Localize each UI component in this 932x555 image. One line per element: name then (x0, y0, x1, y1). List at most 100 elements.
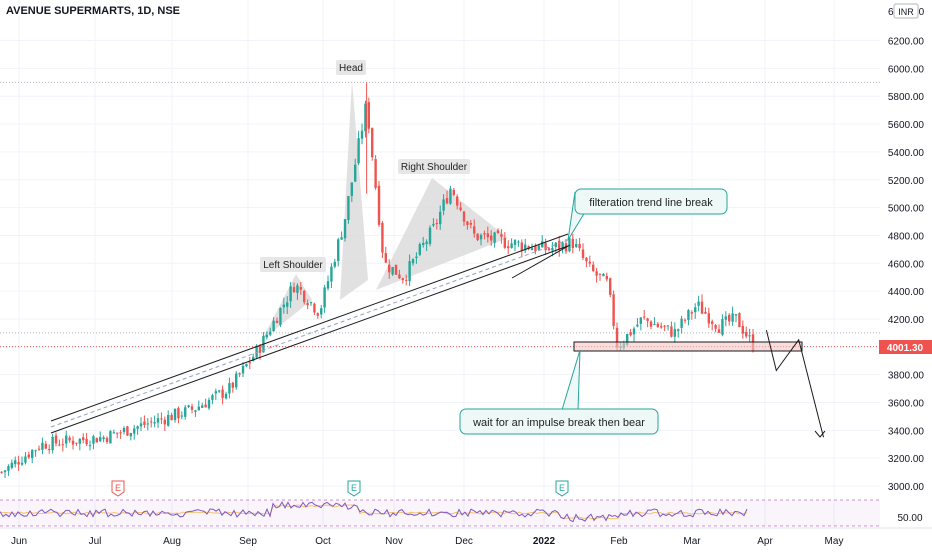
candle-body (143, 421, 146, 426)
candle-body (214, 391, 218, 394)
candle-body (462, 211, 466, 222)
candle-body (415, 256, 418, 259)
impulse-callout[interactable]: wait for an impulse break then bear (459, 349, 659, 435)
candle-body (238, 373, 241, 375)
candle-body (10, 462, 14, 468)
candle-body (184, 407, 187, 417)
candle-body (116, 432, 119, 434)
candle-body (374, 159, 377, 188)
candle-body (636, 324, 639, 327)
candle-body (547, 248, 551, 251)
candle-body (588, 261, 592, 264)
candle-body (194, 410, 197, 412)
candle-body (156, 418, 160, 423)
candle-body (133, 428, 136, 434)
candle-body (694, 307, 697, 313)
candle-body (309, 302, 313, 304)
candle-body (190, 406, 194, 410)
candle-body (377, 185, 381, 225)
candle-body (405, 279, 408, 281)
price-tick-label: 3800.00 (888, 371, 925, 382)
candle-body (201, 405, 204, 408)
earnings-marker-3[interactable]: E (555, 480, 569, 497)
candle-body (122, 427, 126, 433)
candle-body (303, 290, 306, 303)
candle-body (173, 408, 177, 421)
candle-body (326, 281, 330, 289)
candle-body (292, 287, 296, 293)
candle-body (544, 243, 547, 251)
svg-text:INR: INR (898, 7, 914, 17)
candle-body (109, 431, 112, 444)
candle-body (466, 221, 469, 226)
earnings-marker-1[interactable]: E (111, 480, 125, 497)
earnings-marker-2[interactable]: E (347, 480, 361, 497)
candle-body (282, 304, 286, 308)
candle-body (245, 364, 248, 367)
candle-body (37, 448, 41, 450)
candle-body (58, 444, 61, 446)
candle-body (445, 198, 449, 204)
candle-body (456, 196, 459, 206)
candle-body (452, 189, 456, 195)
time-tick-label: Dec (455, 536, 473, 547)
price-tick-label: 6200.00 (888, 37, 925, 48)
candle-body (347, 196, 350, 220)
head-label[interactable]: Head (336, 60, 366, 75)
right-shoulder-label[interactable]: Right Shoulder (398, 159, 470, 174)
candle-body (167, 414, 170, 426)
candle-body (687, 310, 690, 320)
candle-body (748, 335, 751, 337)
candle-body (656, 323, 660, 327)
candle-body (177, 408, 180, 419)
candle-body (653, 324, 656, 326)
candle-body (85, 438, 88, 445)
candle-body (61, 444, 65, 446)
candle-body (187, 405, 190, 408)
candle-body (517, 241, 520, 243)
trend-drawings[interactable] (50, 233, 826, 438)
price-tick-label: 4800.00 (888, 231, 925, 242)
time-tick-label: Feb (610, 536, 628, 547)
candle-body (632, 328, 636, 335)
candle-body (204, 404, 207, 408)
lower-trend-line (50, 245, 569, 434)
candle-body (394, 264, 398, 275)
candle-body (150, 421, 153, 423)
candle-body (92, 436, 95, 444)
candle-body (602, 273, 605, 277)
candle-body (272, 320, 275, 332)
candle-body (479, 234, 483, 240)
candle-body (639, 317, 643, 324)
svg-text:4001.30: 4001.30 (887, 343, 924, 354)
left-shoulder-label[interactable]: Left Shoulder (260, 257, 326, 272)
candle-body (82, 437, 85, 441)
time-tick-label: Apr (757, 536, 773, 547)
candle-body (731, 313, 734, 322)
candle-body (163, 419, 167, 425)
candle-body (728, 314, 731, 322)
candle-body (371, 128, 374, 158)
candle-body (411, 259, 415, 264)
trend-break-callout[interactable]: filteration trend line break (567, 188, 728, 241)
candle-body (27, 454, 31, 458)
candle-body (207, 399, 211, 409)
candle-body (422, 242, 425, 246)
candle-body (609, 278, 612, 295)
currency-badge[interactable]: INR (893, 3, 919, 19)
candle-body (541, 241, 544, 248)
candle-body (428, 227, 432, 244)
candle-body (7, 466, 10, 471)
candle-body (160, 418, 163, 420)
candle-body (442, 199, 445, 211)
candle-body (320, 308, 323, 315)
candle-body (680, 318, 683, 328)
candle-body (449, 188, 452, 204)
candle-body (31, 450, 34, 459)
candle-body (598, 273, 602, 275)
candle-body (473, 226, 476, 234)
candle-body (51, 436, 54, 451)
candle-body (673, 329, 677, 337)
